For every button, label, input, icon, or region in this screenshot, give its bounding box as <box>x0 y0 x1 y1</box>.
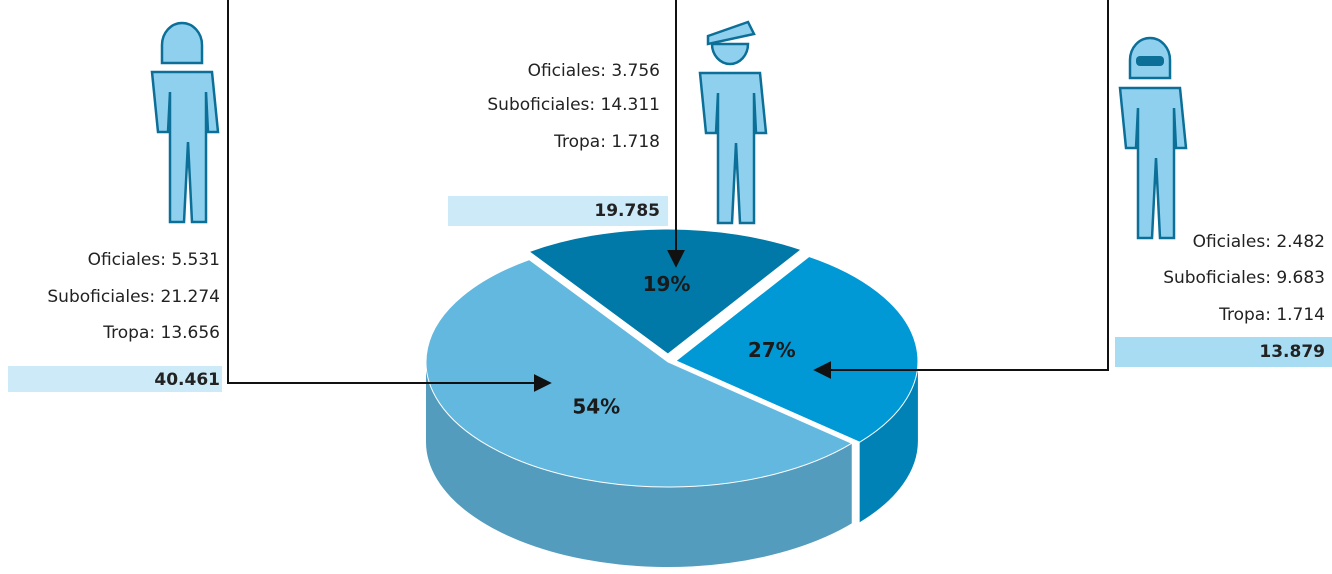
breakdown-line: Oficiales: 2.482 <box>1193 232 1325 252</box>
connector <box>227 0 552 392</box>
breakdown-line: Tropa: 13.656 <box>102 323 220 343</box>
slice-side <box>426 362 852 568</box>
total-bar <box>448 196 668 226</box>
total-bar <box>8 366 222 392</box>
slice-label: 54% <box>572 395 620 419</box>
connector <box>813 0 1109 379</box>
total: 40.461 <box>154 370 220 390</box>
slice <box>528 228 803 355</box>
breakdown-line: Tropa: 1.714 <box>1218 305 1325 325</box>
breakdown-line: Tropa: 1.718 <box>553 132 660 152</box>
figure <box>698 20 768 225</box>
total: 19.785 <box>594 201 660 221</box>
breakdown-line: Suboficiales: 9.683 <box>1163 268 1325 288</box>
figure <box>1118 36 1188 240</box>
slice <box>674 255 919 443</box>
breakdown-line: Oficiales: 5.531 <box>88 250 220 270</box>
slice-side <box>859 360 918 523</box>
slice <box>425 259 853 488</box>
total: 13.879 <box>1259 342 1325 362</box>
total-bar <box>1115 337 1332 367</box>
slice-label: 19% <box>643 272 691 296</box>
figures <box>150 20 1188 240</box>
slice-label: 27% <box>748 338 796 362</box>
labels: 54% 27% 19% Oficiales: 5.531 Suboficiales: 2… <box>8 61 1332 419</box>
breakdown-line: Oficiales: 3.756 <box>528 61 660 81</box>
breakdown-line: Suboficiales: 14.311 <box>487 95 660 115</box>
pie <box>425 228 919 568</box>
breakdown-line: Suboficiales: 21.274 <box>47 287 220 307</box>
figure <box>150 21 220 224</box>
